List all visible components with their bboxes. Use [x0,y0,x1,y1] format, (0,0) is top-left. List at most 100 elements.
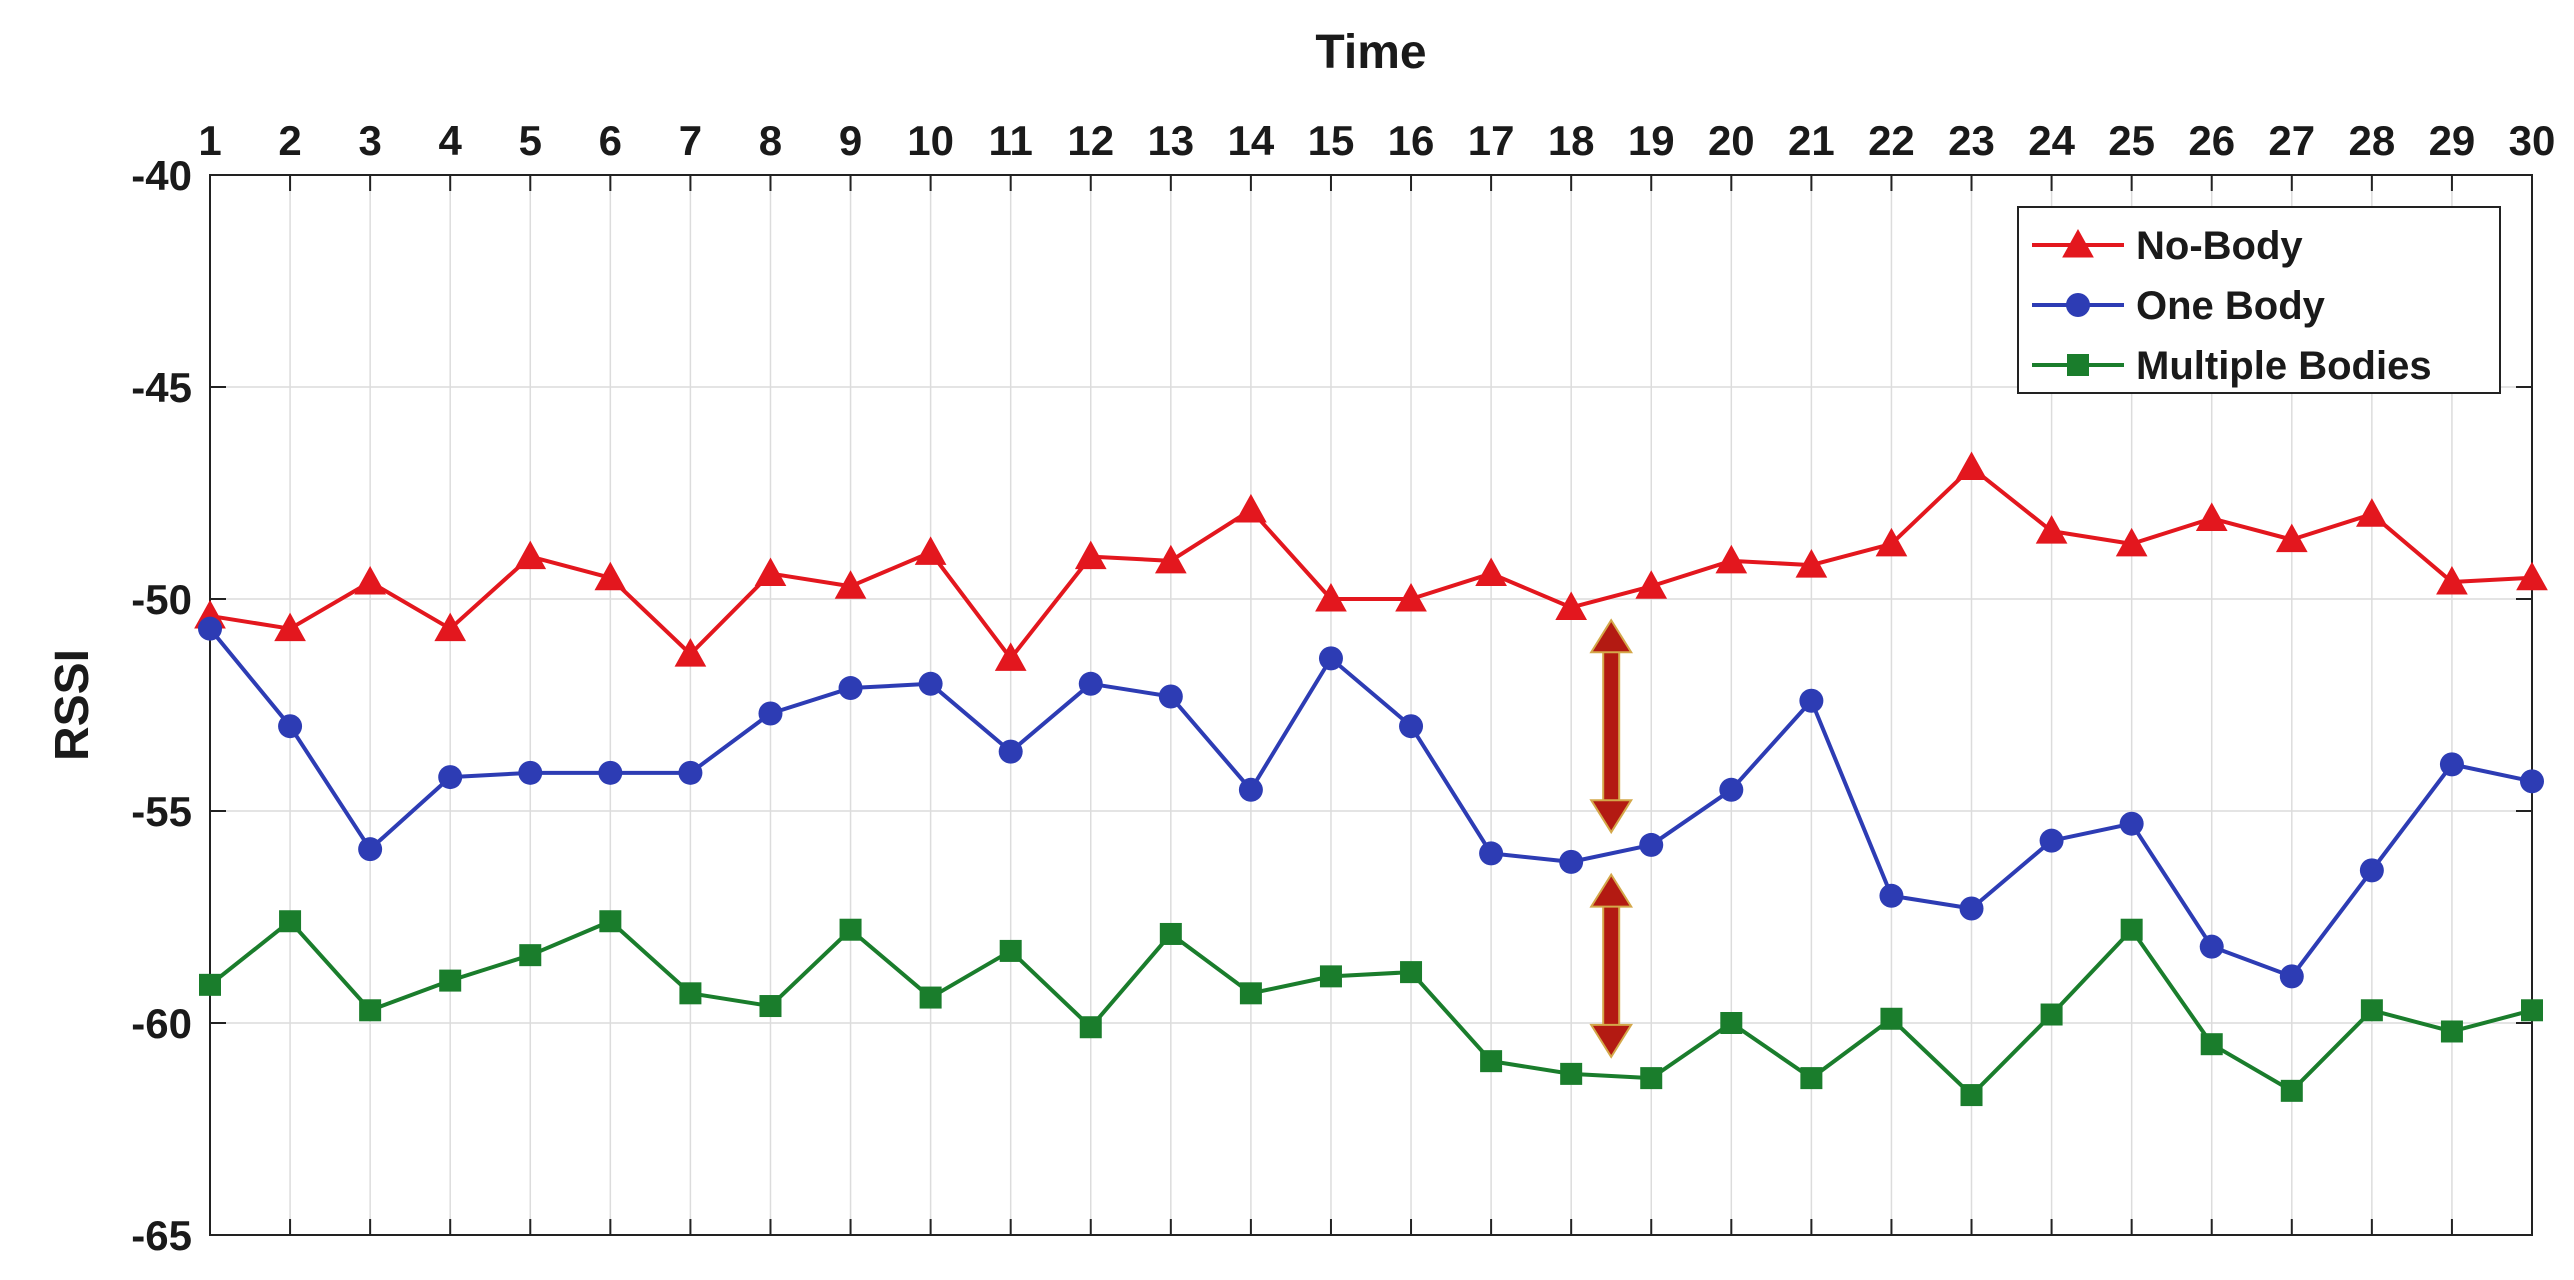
data-point-multiple-bodies [519,944,542,967]
data-point-no-body [1795,549,1828,578]
data-point-multiple-bodies [759,995,782,1018]
x-tick-label: 28 [2349,117,2396,164]
data-point-multiple-bodies [2040,1003,2063,1026]
plot-area-border [209,174,2533,1236]
data-point-no-body [1955,451,1988,481]
data-point-no-body [2275,523,2308,553]
data-point-one-body [278,714,303,739]
y-tick-label: -65 [131,1212,192,1259]
data-point-no-body [514,540,547,570]
data-point-one-body [758,701,783,726]
data-point-one-body [2199,934,2224,959]
data-point-no-body [2516,561,2548,591]
data-point-multiple-bodies [999,939,1022,962]
x-tick-label: 14 [1228,117,1275,164]
double-arrow [1589,618,1634,835]
legend-label-no-body: No-Body [2136,224,2303,268]
arrow-shaft [1602,649,1621,804]
x-tick-label: 16 [1388,117,1435,164]
x-tick-label: 20 [1708,117,1755,164]
legend-label-multiple-bodies: Multiple Bodies [2136,344,2432,388]
x-axis-title: Time [1315,26,1426,79]
data-point-no-body [2115,527,2148,557]
x-tick-label: 2 [278,117,301,164]
y-axis-title: RSSI [46,649,99,761]
data-point-multiple-bodies [1400,961,1423,984]
data-point-multiple-bodies [1319,965,1342,988]
legend-box [2017,206,2501,394]
data-point-one-body [1078,671,1103,696]
data-point-multiple-bodies [1239,982,1262,1005]
data-point-one-body [1158,684,1183,709]
x-tick-label: 10 [907,117,954,164]
x-tick-label: 6 [599,117,622,164]
data-point-multiple-bodies [2120,918,2143,941]
data-point-one-body [1238,777,1263,802]
data-point-no-body [674,638,707,667]
data-point-one-body [2359,858,2384,883]
series-line-no-body [209,465,2533,661]
x-tick-label: 27 [2268,117,2315,164]
y-tick-label: -45 [131,364,192,411]
data-point-one-body [998,739,1023,764]
data-point-multiple-bodies [1480,1050,1503,1073]
annotation-arrows [1589,618,1634,1059]
data-point-no-body [1315,582,1347,612]
x-tick-label: 3 [358,117,381,164]
arrow-head-down [1589,1023,1634,1059]
data-point-one-body [1318,646,1343,671]
data-point-one-body [518,760,543,785]
series-multiple-bodies [199,910,2543,1107]
data-point-one-body [2279,964,2304,989]
x-tick-label: 9 [839,117,862,164]
data-point-no-body [1074,540,1107,570]
y-tick-label: -55 [131,788,192,835]
x-tick-label: 24 [2028,117,2075,164]
data-point-no-body [2195,502,2228,531]
x-tick-label: 25 [2108,117,2155,164]
data-point-no-body [594,561,627,591]
data-point-one-body [678,760,703,785]
data-point-one-body [198,616,222,641]
x-tick-label: 12 [1067,117,1114,164]
data-point-one-body [1479,841,1504,866]
legend-entry-one-body: One Body [2032,284,2326,328]
series-one-body [198,616,2544,989]
data-point-no-body [1235,493,1267,523]
x-tick-label: 23 [1948,117,1995,164]
arrow-shaft [1602,903,1621,1028]
data-point-multiple-bodies [1079,1016,1102,1039]
data-point-no-body [354,566,386,595]
series-no-body [194,451,2548,671]
data-point-one-body [358,837,383,862]
data-point-one-body [2520,769,2544,794]
data-point-no-body [914,536,947,565]
x-tick-label: 17 [1468,117,1515,164]
x-tick-label: 7 [679,117,702,164]
x-tick-label: 19 [1628,117,1675,164]
x-tick-label: 29 [2429,117,2476,164]
data-point-no-body [1875,527,1908,557]
data-point-one-body [1719,777,1744,802]
series-line-one-body [208,627,2533,979]
data-point-multiple-bodies [839,918,862,941]
data-point-multiple-bodies [1880,1007,1903,1030]
data-point-no-body [1395,582,1427,612]
legend-marker-multiple-bodies [2067,354,2089,376]
data-point-one-body [1559,849,1584,874]
data-point-multiple-bodies [1640,1067,1663,1090]
data-point-multiple-bodies [599,910,622,933]
data-point-no-body [1154,544,1187,574]
data-point-no-body [434,612,467,642]
data-point-multiple-bodies [279,910,302,933]
legend-entry-no-body: No-Body [2032,224,2303,268]
data-point-multiple-bodies [1560,1062,1583,1085]
data-point-no-body [994,642,1027,671]
axis-ticks: 1 2 3 4 5 6 7 8 9 10 11 12 13 14 15 16 17 18 19 20 21 22 23 24 2… [131,117,2555,1259]
legend-marker-one-body [2066,293,2090,317]
data-point-multiple-bodies [2360,999,2383,1022]
data-point-no-body [1475,557,1507,587]
data-point-multiple-bodies [199,973,221,996]
x-tick-label: 11 [988,117,1032,164]
